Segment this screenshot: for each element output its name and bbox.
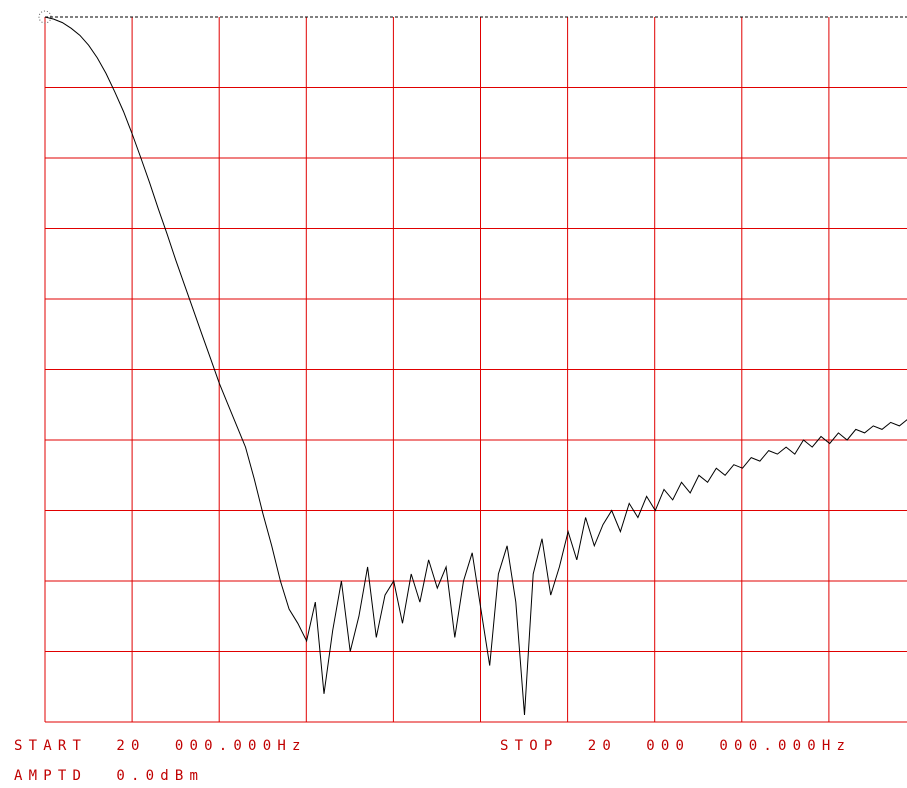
- graticule: [44, 17, 907, 723]
- marker-circle: [38, 10, 52, 24]
- spectrum-trace: [44, 16, 907, 716]
- start-marker: [38, 10, 52, 24]
- amplitude-label: AMPTD 0.0dBm: [14, 768, 205, 784]
- stop-frequency-label: STOP 20 000 000.000Hz: [500, 738, 852, 754]
- start-frequency-label: START 20 000.000Hz: [14, 738, 307, 754]
